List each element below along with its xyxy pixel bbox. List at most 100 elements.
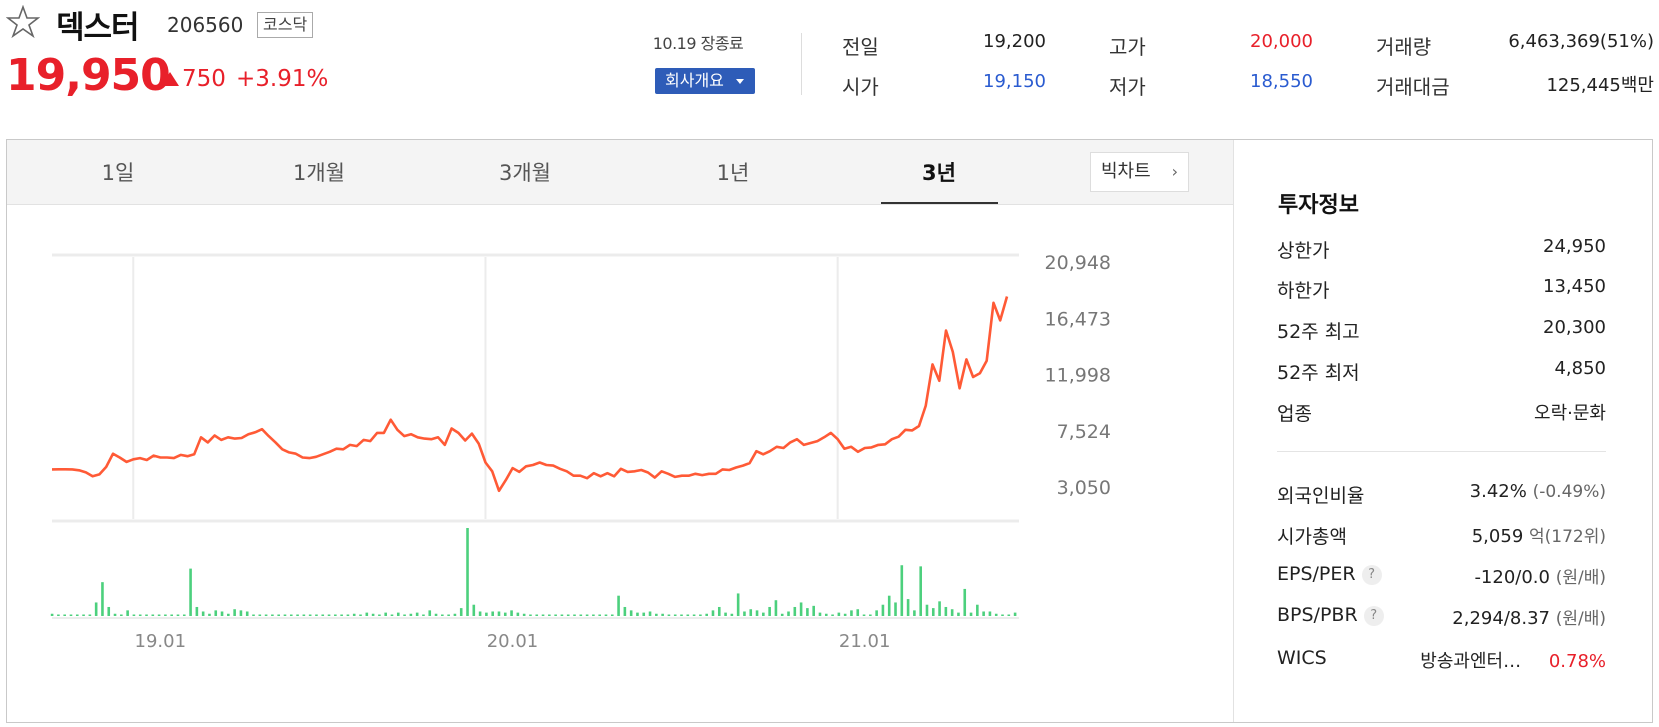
volume-bar [724,612,727,616]
header-divider [801,33,802,95]
tab-1month[interactable]: 1개월 [292,161,345,185]
volume-bar [705,613,708,616]
bigchart-label: 빅차트 [1101,161,1151,182]
active-tab-indicator [881,202,998,204]
volume-bar [982,611,985,616]
52w-high-label: 52주 최고 [1277,321,1360,343]
volume-bar [938,601,941,616]
volume-bar [359,614,362,616]
volume-bar [277,614,280,616]
bps-pbr-unit: (원/배) [1555,609,1606,629]
volume-bar [151,614,155,616]
wics-label: WICS [1277,647,1327,669]
52w-low-value: 4,850 [1554,358,1606,379]
market-badge: 코스닥 [257,12,314,38]
open-label: 시가 [842,75,879,99]
session-status: 10.19 장종료 [652,34,744,53]
volume-bar [63,614,66,616]
volume-bar [283,614,287,616]
volume-bar [957,612,960,616]
volume-bar [157,614,161,616]
company-overview-button[interactable]: 회사개요 [655,68,755,94]
volume-bar [755,610,759,616]
volume-bar [837,612,841,616]
volume-bar [132,614,136,616]
company-overview-label: 회사개요 [665,71,724,90]
volume-bar [403,614,406,616]
volume-bar [409,613,413,616]
volume-bar [831,614,834,616]
volume-bar [82,614,85,616]
volume-bar [239,610,243,616]
volume-bar [176,614,180,616]
bigchart-button[interactable]: 빅차트 › [1090,152,1189,192]
volume-bar [554,614,557,616]
price-chart[interactable]: 19.01 20.01 21.01 20,948 16,473 11,998 7,524 3,… [7,205,1233,723]
volume-bar [642,612,646,616]
volume-bar [327,614,331,616]
wics-sector[interactable]: 방송과엔터… [1420,651,1522,672]
volume-bar [233,609,236,616]
sector-value[interactable]: 오락·문화 [1534,403,1606,424]
volume-bar [774,600,778,616]
volume-bar [560,614,564,616]
volume-bar [126,610,129,616]
volume-bar [806,608,809,616]
favorite-star-icon[interactable] [6,5,40,39]
volume-bar [850,610,853,616]
volume-bar [906,599,910,616]
volume-bar [466,528,469,616]
volume-bar [321,614,325,616]
volume-bar [441,614,444,616]
volume-bar [245,611,249,616]
volume-bar [736,593,740,616]
volume-bar [340,614,343,616]
volume-label: 거래량 [1376,35,1432,59]
y-tick-label: 16,473 [1045,308,1111,330]
volume-bar [57,614,60,616]
upper-limit-value: 24,950 [1543,236,1606,257]
volume-bar [227,613,230,616]
panel-divider [1233,140,1234,722]
tab-1day[interactable]: 1일 [101,161,135,185]
bps-pbr-value: 2,294/8.37 (원/배) [1452,604,1606,629]
volume-bar [208,613,211,616]
market-cap-value: 5,059 억(172위) [1472,522,1606,547]
volume-bar [396,612,400,616]
volume-bar [648,611,652,616]
tab-3months[interactable]: 3개월 [498,161,551,185]
high-value: 20,000 [1250,31,1313,52]
volume-bar [415,612,419,616]
volume-bar [378,614,381,616]
help-icon[interactable]: ? [1363,605,1384,626]
volume-bar [529,614,532,616]
eps-per-value: -120/0.0 (원/배) [1474,563,1606,588]
bps-pbr: 2,294/8.37 [1452,608,1550,629]
volume-bar [623,606,627,616]
low-label: 저가 [1109,75,1146,99]
volume-bar [107,606,111,616]
volume-bar [988,611,992,616]
volume-bar [925,604,929,616]
volume-bar [516,612,520,616]
volume-bar [743,611,746,616]
sector-label: 업종 [1277,403,1312,425]
eps-per-text: EPS/PER [1277,563,1356,585]
stock-code: 206560 [167,13,244,37]
chevron-right-icon: › [1171,162,1178,181]
volume-bar [900,565,904,616]
volume-bar [812,605,815,616]
volume-bar [69,614,73,616]
volume-bar [289,614,293,616]
volume-bar [164,614,167,616]
volume-bar [667,614,671,616]
volume-bar [787,611,790,616]
help-icon[interactable]: ? [1361,564,1382,585]
tab-1year[interactable]: 1년 [716,161,750,185]
tab-3years[interactable]: 3년 [922,161,956,185]
volume-bar [138,614,142,616]
volume-bar [780,613,784,616]
volume-bar [686,614,690,616]
volume-bar [94,602,98,616]
volume-bar [673,614,677,616]
